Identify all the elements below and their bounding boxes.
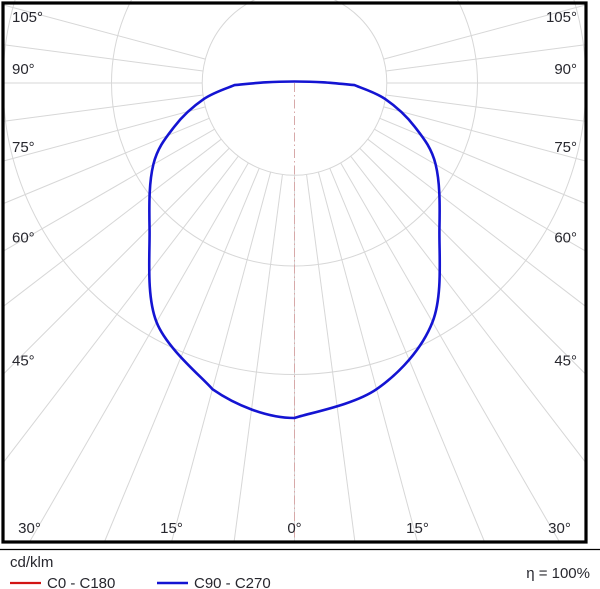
svg-text:45°: 45° — [554, 353, 577, 370]
svg-text:90°: 90° — [12, 61, 35, 78]
svg-text:15°: 15° — [406, 520, 429, 537]
svg-text:60°: 60° — [554, 229, 577, 246]
svg-text:C0 - C180: C0 - C180 — [47, 575, 115, 589]
svg-text:30°: 30° — [548, 520, 571, 537]
svg-text:cd/klm: cd/klm — [10, 554, 53, 571]
svg-text:105°: 105° — [12, 9, 43, 26]
svg-text:45°: 45° — [12, 353, 35, 370]
svg-text:75°: 75° — [12, 139, 35, 156]
svg-text:90°: 90° — [554, 61, 577, 78]
svg-text:75°: 75° — [554, 139, 577, 156]
svg-text:0°: 0° — [287, 520, 301, 537]
svg-text:15°: 15° — [160, 520, 183, 537]
svg-text:C90 - C270: C90 - C270 — [194, 575, 271, 589]
svg-text:60°: 60° — [12, 229, 35, 246]
svg-text:105°: 105° — [546, 9, 577, 26]
svg-text:η = 100%: η = 100% — [526, 565, 590, 582]
svg-text:30°: 30° — [18, 520, 41, 537]
